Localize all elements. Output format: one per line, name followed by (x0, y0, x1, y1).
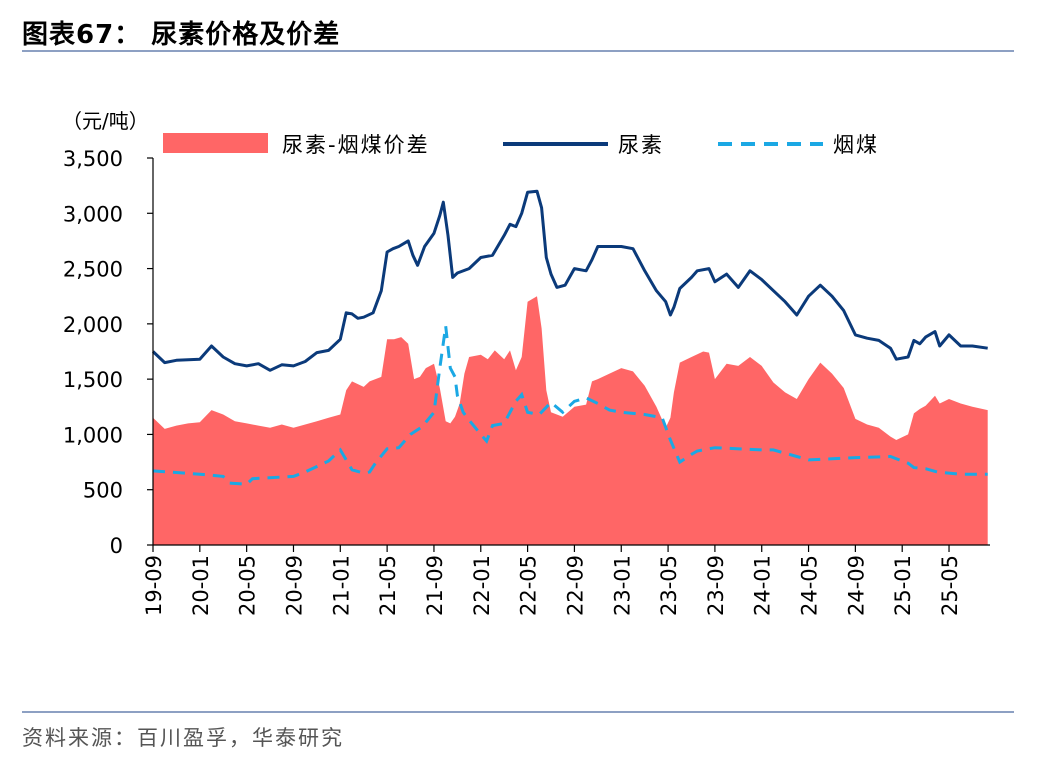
axes (152, 158, 990, 546)
y-ticks: 3,500 3,000 2,500 2,000 1,500 1,000 500 0 (63, 147, 153, 558)
coal-price-line (152, 325, 988, 486)
x-tick-label: 23-05 (657, 555, 681, 616)
x-ticks: 19-09 20-01 20-05 20-09 21-01 21-05 21-09 22-01… (142, 545, 962, 616)
x-tick-label: 21-05 (376, 555, 400, 616)
x-tick-label: 25-01 (891, 555, 915, 616)
price-lines-layer (151, 189, 988, 486)
y-tick-label: 0 (110, 534, 123, 558)
top-rule (22, 50, 1014, 52)
x-tick-label: 23-01 (610, 555, 634, 616)
x-tick-label: 21-09 (423, 555, 447, 616)
y-tick-label: 1,500 (63, 368, 123, 392)
y-unit-label: （元/吨） (62, 109, 149, 133)
x-tick-label: 24-09 (844, 555, 868, 616)
x-tick-label: 24-05 (798, 555, 822, 616)
bottom-rule (22, 711, 1014, 713)
x-tick-label: 20-09 (282, 555, 306, 616)
source-note: 资料来源：百川盈孚，华泰研究 (22, 726, 344, 750)
legend-label-coal: 烟煤 (833, 133, 879, 157)
y-tick-label: 500 (83, 479, 123, 503)
x-tick-label: 20-05 (236, 555, 260, 616)
y-tick-label: 2,500 (63, 258, 123, 282)
x-tick-label: 22-05 (517, 555, 541, 616)
x-tick-label: 22-01 (470, 555, 494, 616)
y-tick-label: 2,000 (63, 313, 123, 337)
urea-price-line (151, 189, 988, 372)
legend-label-urea: 尿素 (618, 133, 664, 157)
chart-title: 图表67： 尿素价格及价差 (22, 20, 341, 50)
x-tick-label: 23-09 (704, 555, 728, 616)
y-tick-label: 3,000 (63, 202, 123, 226)
y-tick-label: 1,000 (63, 423, 123, 447)
x-tick-label: 22-09 (563, 555, 587, 616)
y-tick-label: 3,500 (63, 147, 123, 171)
x-tick-label: 21-01 (329, 555, 353, 616)
x-tick-label: 25-05 (938, 555, 962, 616)
legend-swatch-spread (163, 133, 268, 153)
x-tick-label: 19-09 (142, 555, 166, 616)
legend-label-spread: 尿素-烟煤价差 (282, 133, 430, 157)
spread-area-layer (153, 296, 988, 545)
spread-area (153, 296, 988, 545)
legend: 尿素-烟煤价差 尿素 烟煤 (163, 133, 879, 157)
x-tick-label: 24-01 (751, 555, 775, 616)
x-tick-label: 20-01 (189, 555, 213, 616)
